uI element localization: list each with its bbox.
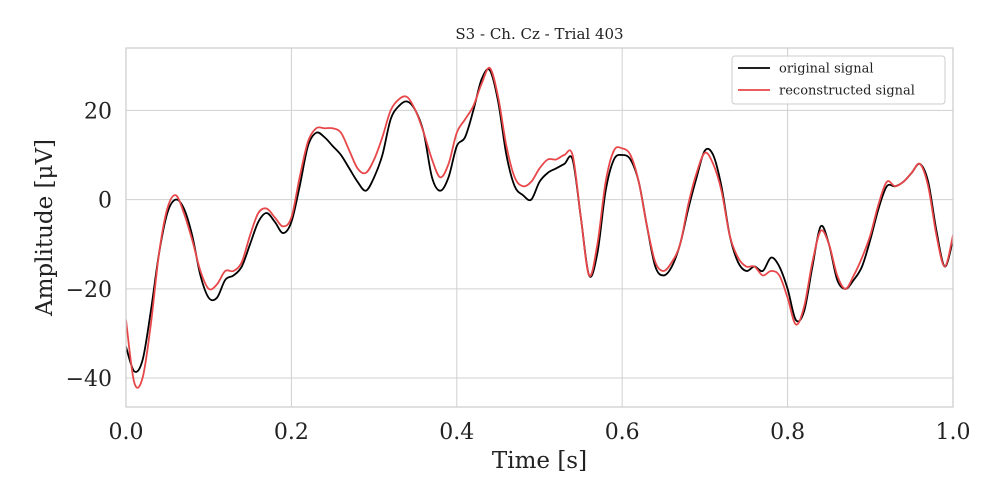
grid: [125, 48, 954, 407]
chart-title: S3 - Ch. Cz - Trial 403: [455, 25, 623, 43]
x-tick-label: 0.4: [439, 420, 474, 445]
y-tick-label: 0: [98, 189, 112, 214]
legend-entry-label: original signal: [779, 62, 874, 77]
y-tick-label: 20: [84, 99, 112, 124]
y-axis-label: Amplitude [μV]: [32, 139, 58, 317]
x-tick-label: 0.6: [605, 420, 640, 445]
x-tick-label: 0.0: [109, 420, 144, 445]
plot-frame: [125, 47, 954, 408]
y-tick-label: −40: [66, 367, 112, 392]
legend: original signal reconstructed signal: [731, 55, 946, 105]
x-tick-label: 1.0: [936, 420, 971, 445]
reconstructed-signal-line: [126, 66, 953, 389]
x-tick-label: 0.2: [274, 420, 309, 445]
legend-entry-label: reconstructed signal: [779, 84, 915, 99]
y-ticks: −40 −20 0 20: [66, 99, 112, 392]
legend-box: [731, 55, 946, 105]
y-tick-label: −20: [66, 278, 112, 303]
series-layer: [126, 66, 953, 389]
x-axis-label: Time [s]: [492, 448, 587, 474]
x-tick-label: 0.8: [770, 420, 805, 445]
x-ticks: 0.0 0.2 0.4 0.6 0.8 1.0: [109, 420, 971, 445]
